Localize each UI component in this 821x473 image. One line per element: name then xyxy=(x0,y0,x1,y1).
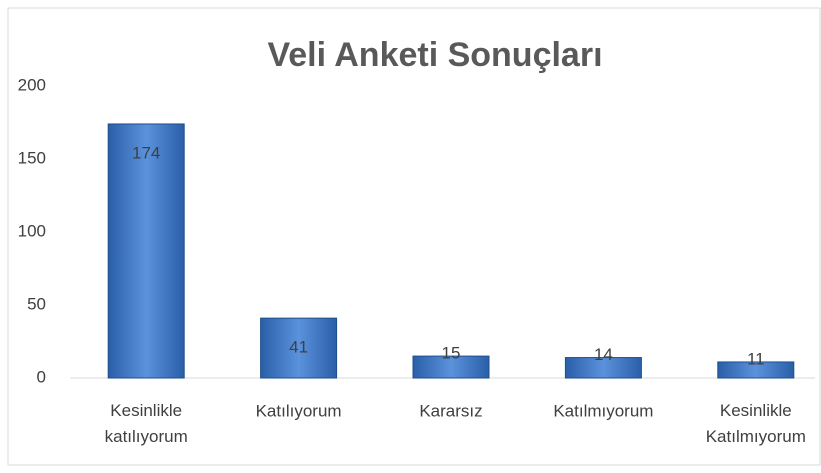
data-label: 174 xyxy=(132,143,160,162)
data-label: 11 xyxy=(747,349,765,368)
data-label: 15 xyxy=(442,344,461,363)
x-tick-label: Kararsız xyxy=(419,401,482,420)
y-tick-label: 100 xyxy=(18,221,46,240)
bar xyxy=(260,317,338,379)
bar xyxy=(717,361,795,379)
x-tick-label: Kesinlikle Katılmıyorum xyxy=(706,401,806,446)
x-tick-label: Kesinlikle katılıyorum xyxy=(105,401,188,446)
bar xyxy=(412,355,490,379)
chart-title: Veli Anketi Sonuçları xyxy=(267,36,602,74)
x-tick-label: Katılıyorum xyxy=(256,401,342,420)
y-tick-label: 200 xyxy=(18,75,46,94)
x-tick-label: Katılmıyorum xyxy=(553,401,653,420)
bar xyxy=(564,357,642,379)
data-label: 41 xyxy=(289,338,308,357)
y-tick-label: 50 xyxy=(27,294,46,313)
y-tick-label: 0 xyxy=(37,367,46,386)
bar xyxy=(107,123,185,379)
data-label: 14 xyxy=(594,345,613,364)
y-tick-label: 150 xyxy=(18,148,46,167)
